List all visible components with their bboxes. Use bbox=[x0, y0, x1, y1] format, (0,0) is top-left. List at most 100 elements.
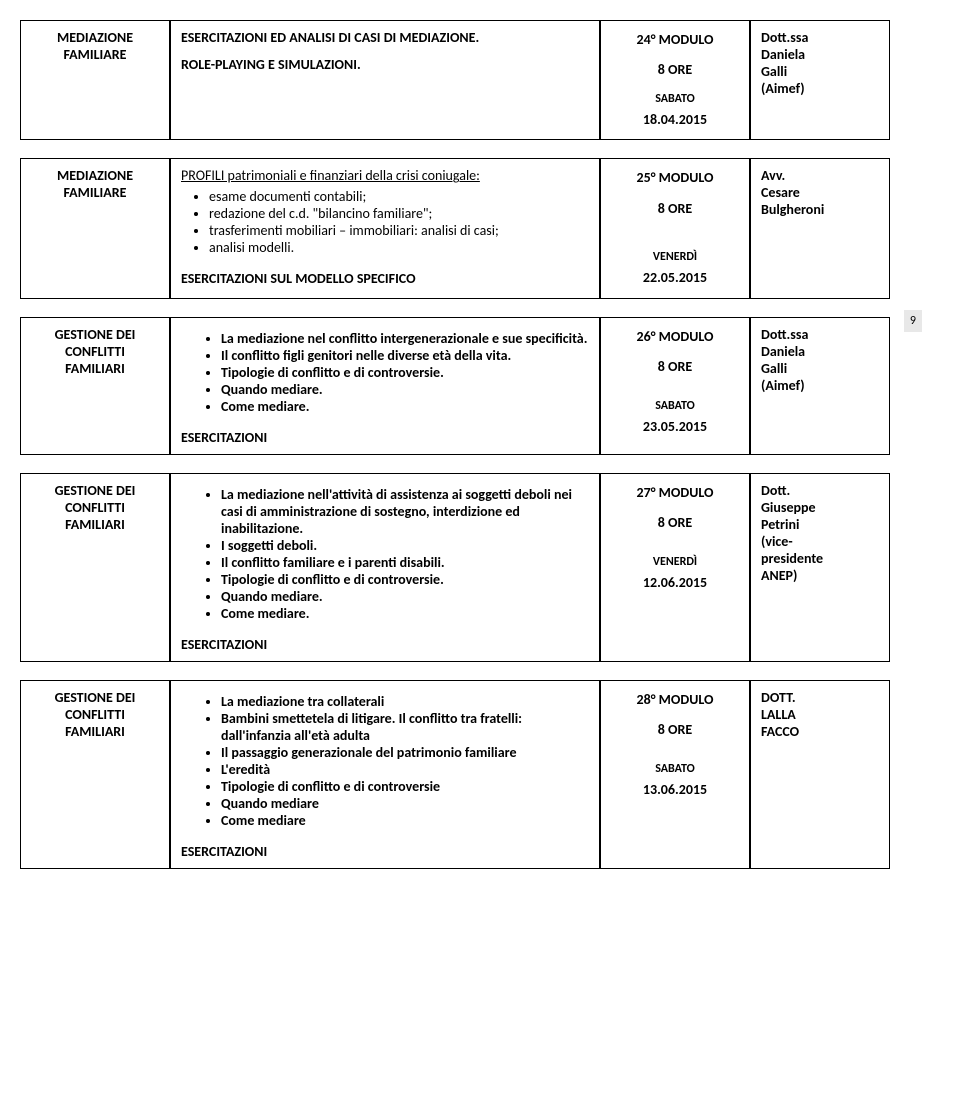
date-label: 18.04.2015 bbox=[611, 109, 739, 131]
teacher-line: LALLA bbox=[761, 706, 879, 723]
module-label: 28° MODULO bbox=[611, 689, 739, 711]
desc-footer: ESERCITAZIONI bbox=[181, 636, 589, 653]
list-item: trasferimenti mobiliari – immobiliari: a… bbox=[209, 222, 589, 239]
date-label: 22.05.2015 bbox=[611, 267, 739, 289]
schedule-cell: 27° MODULO 8 ORE VENERDÌ 12.06.2015 bbox=[600, 473, 750, 662]
topic-cell: GESTIONE DEI CONFLITTI FAMILIARI bbox=[20, 680, 170, 869]
module-label: 26° MODULO bbox=[611, 326, 739, 348]
bullet-list: La mediazione nel conflitto intergeneraz… bbox=[181, 330, 589, 415]
day-label: SABATO bbox=[611, 760, 739, 779]
teacher-cell: Dott.ssa Daniela Galli (Aimef) bbox=[750, 317, 890, 455]
list-item: Il passaggio generazionale del patrimoni… bbox=[221, 744, 589, 761]
list-item: Come mediare bbox=[221, 812, 589, 829]
list-item: Quando mediare. bbox=[221, 588, 589, 605]
teacher-line: Cesare bbox=[761, 184, 879, 201]
table-row: GESTIONE DEI CONFLITTI FAMILIARI La medi… bbox=[20, 680, 940, 869]
list-item: Quando mediare bbox=[221, 795, 589, 812]
day-label: VENERDÌ bbox=[611, 248, 739, 267]
module-label: 24° MODULO bbox=[611, 29, 739, 51]
list-item: Quando mediare. bbox=[221, 381, 589, 398]
teacher-line: Dott. bbox=[761, 482, 879, 499]
hours-label: 8 ORE bbox=[611, 198, 739, 220]
list-item: La mediazione tra collaterali bbox=[221, 693, 589, 710]
bullet-list: La mediazione tra collaterali Bambini sm… bbox=[181, 693, 589, 829]
list-item: redazione del c.d. "bilancino familiare"… bbox=[209, 205, 589, 222]
bullet-list: esame documenti contabili; redazione del… bbox=[181, 188, 589, 256]
list-item: Tipologie di conflitto e di controversie bbox=[221, 778, 589, 795]
schedule-cell: 24° MODULO 8 ORE SABATO 18.04.2015 bbox=[600, 20, 750, 140]
topic-line: FAMILIARE bbox=[31, 184, 159, 201]
desc-cell: La mediazione nell'attività di assistenz… bbox=[170, 473, 600, 662]
list-item: I soggetti deboli. bbox=[221, 537, 589, 554]
teacher-line: Daniela bbox=[761, 46, 879, 63]
teacher-line: ANEP) bbox=[761, 567, 879, 584]
date-label: 12.06.2015 bbox=[611, 572, 739, 594]
list-item: Tipologie di conflitto e di controversie… bbox=[221, 571, 589, 588]
topic-line: GESTIONE DEI bbox=[31, 482, 159, 499]
topic-cell: MEDIAZIONE FAMILIARE bbox=[20, 158, 170, 298]
desc-text: ROLE-PLAYING E SIMULAZIONI. bbox=[181, 56, 589, 73]
module-label: 27° MODULO bbox=[611, 482, 739, 504]
list-item: Bambini smettetela di litigare. Il confl… bbox=[221, 710, 589, 744]
teacher-line: Dott.ssa bbox=[761, 326, 879, 343]
topic-cell: MEDIAZIONE FAMILIARE bbox=[20, 20, 170, 140]
desc-footer: ESERCITAZIONI bbox=[181, 843, 589, 860]
teacher-line: Dott.ssa bbox=[761, 29, 879, 46]
teacher-line: Avv. bbox=[761, 167, 879, 184]
day-label: SABATO bbox=[611, 397, 739, 416]
hours-label: 8 ORE bbox=[611, 356, 739, 378]
table-row: GESTIONE DEI CONFLITTI FAMILIARI La medi… bbox=[20, 473, 940, 662]
desc-cell: PROFILI patrimoniali e finanziari della … bbox=[170, 158, 600, 298]
hours-label: 8 ORE bbox=[611, 512, 739, 534]
topic-line: FAMILIARI bbox=[31, 360, 159, 377]
teacher-line: Petrini bbox=[761, 516, 879, 533]
desc-intro: PROFILI patrimoniali e finanziari della … bbox=[181, 167, 589, 184]
teacher-line: Giuseppe bbox=[761, 499, 879, 516]
list-item: L'eredità bbox=[221, 761, 589, 778]
desc-cell: La mediazione nel conflitto intergeneraz… bbox=[170, 317, 600, 455]
teacher-cell: Dott. Giuseppe Petrini (vice- presidente… bbox=[750, 473, 890, 662]
desc-cell: ESERCITAZIONI ED ANALISI DI CASI DI MEDI… bbox=[170, 20, 600, 140]
module-label: 25° MODULO bbox=[611, 167, 739, 189]
bullet-list: La mediazione nell'attività di assistenz… bbox=[181, 486, 589, 622]
teacher-line: DOTT. bbox=[761, 689, 879, 706]
topic-cell: GESTIONE DEI CONFLITTI FAMILIARI bbox=[20, 473, 170, 662]
list-item: Come mediare. bbox=[221, 398, 589, 415]
schedule-cell: 28° MODULO 8 ORE SABATO 13.06.2015 bbox=[600, 680, 750, 869]
list-item: analisi modelli. bbox=[209, 239, 589, 256]
topic-line: CONFLITTI bbox=[31, 499, 159, 516]
hours-label: 8 ORE bbox=[611, 59, 739, 81]
teacher-line: (Aimef) bbox=[761, 80, 879, 97]
teacher-cell: Dott.ssa Daniela Galli (Aimef) bbox=[750, 20, 890, 140]
teacher-line: presidente bbox=[761, 550, 879, 567]
topic-line: CONFLITTI bbox=[31, 706, 159, 723]
topic-cell: GESTIONE DEI CONFLITTI FAMILIARI bbox=[20, 317, 170, 455]
teacher-line: (Aimef) bbox=[761, 377, 879, 394]
list-item: Come mediare. bbox=[221, 605, 589, 622]
date-label: 13.06.2015 bbox=[611, 779, 739, 801]
teacher-line: (vice- bbox=[761, 533, 879, 550]
list-item: La mediazione nel conflitto intergeneraz… bbox=[221, 330, 589, 347]
teacher-line: Galli bbox=[761, 360, 879, 377]
schedule-cell: 25° MODULO 8 ORE VENERDÌ 22.05.2015 bbox=[600, 158, 750, 298]
topic-line: FAMILIARI bbox=[31, 516, 159, 533]
teacher-line: FACCO bbox=[761, 723, 879, 740]
teacher-cell: Avv. Cesare Bulgheroni bbox=[750, 158, 890, 298]
topic-line: MEDIAZIONE bbox=[31, 29, 159, 46]
desc-text: ESERCITAZIONI ED ANALISI DI CASI DI MEDI… bbox=[181, 29, 589, 46]
table-row: MEDIAZIONE FAMILIARE PROFILI patrimonial… bbox=[20, 158, 940, 298]
list-item: esame documenti contabili; bbox=[209, 188, 589, 205]
list-item: La mediazione nell'attività di assistenz… bbox=[221, 486, 589, 537]
topic-line: CONFLITTI bbox=[31, 343, 159, 360]
teacher-cell: DOTT. LALLA FACCO bbox=[750, 680, 890, 869]
topic-line: MEDIAZIONE bbox=[31, 167, 159, 184]
topic-line: FAMILIARE bbox=[31, 46, 159, 63]
hours-label: 8 ORE bbox=[611, 719, 739, 741]
teacher-line: Daniela bbox=[761, 343, 879, 360]
table-row: MEDIAZIONE FAMILIARE ESERCITAZIONI ED AN… bbox=[20, 20, 940, 140]
topic-line: GESTIONE DEI bbox=[31, 689, 159, 706]
day-label: SABATO bbox=[611, 90, 739, 109]
date-label: 23.05.2015 bbox=[611, 416, 739, 438]
table-row: GESTIONE DEI CONFLITTI FAMILIARI La medi… bbox=[20, 317, 940, 455]
list-item: Il conflitto familiare e i parenti disab… bbox=[221, 554, 589, 571]
